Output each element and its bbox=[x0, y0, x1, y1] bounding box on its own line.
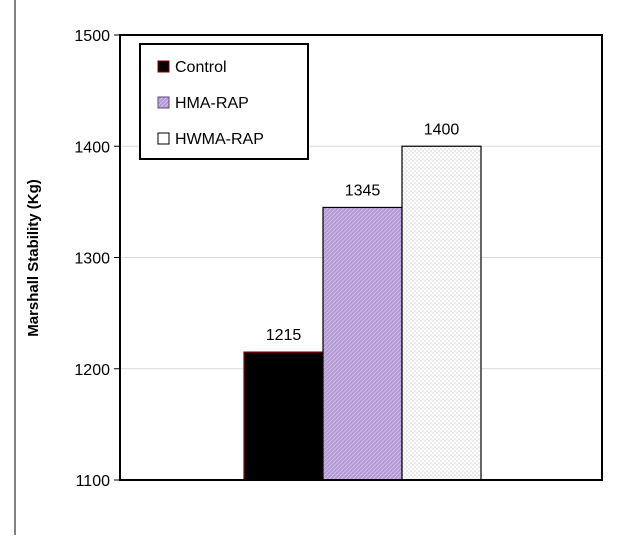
bar-hma-rap bbox=[322, 206, 403, 481]
legend: Control HMA-RAP HWMA-RAP bbox=[139, 43, 309, 160]
y-axis-ticks: 1100 1200 1300 1400 1500 bbox=[74, 28, 120, 490]
legend-label-control: Control bbox=[175, 59, 227, 76]
y-tick-label: 1100 bbox=[76, 473, 111, 490]
y-tick-label: 1200 bbox=[74, 362, 110, 379]
bar-hwma-rap bbox=[401, 145, 482, 481]
data-label-hwma-rap: 1400 bbox=[424, 121, 460, 138]
y-axis-title: Marshall Stability (Kg) bbox=[25, 179, 42, 337]
legend-swatch-hwma-rap bbox=[157, 132, 170, 145]
data-label-control: 1215 bbox=[266, 327, 302, 344]
y-tick-label: 1300 bbox=[74, 251, 110, 268]
data-label-hma-rap: 1345 bbox=[345, 182, 381, 199]
bar-control bbox=[243, 351, 324, 481]
legend-label-hwma-rap: HWMA-RAP bbox=[175, 131, 264, 148]
data-labels: 1215 1345 1400 bbox=[266, 121, 460, 344]
legend-swatch-hma-rap bbox=[157, 96, 170, 109]
y-tick-label: 1500 bbox=[74, 28, 110, 45]
legend-label-hma-rap: HMA-RAP bbox=[175, 95, 249, 112]
legend-swatch-control bbox=[157, 60, 170, 73]
y-tick-label: 1400 bbox=[74, 139, 110, 156]
